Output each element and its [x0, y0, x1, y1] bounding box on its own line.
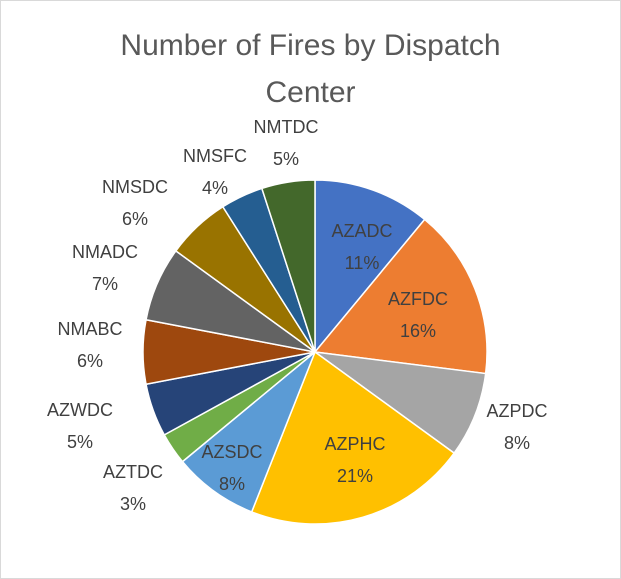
slice-label-name: NMABC — [57, 319, 122, 339]
slice-label-value: 3% — [120, 494, 146, 514]
slice-label-name: AZPHC — [324, 434, 385, 454]
slice-label-name: NMTDC — [254, 117, 319, 137]
pie-slice — [313, 218, 488, 375]
slice-label-name: AZWDC — [47, 400, 113, 420]
slice-label-name: NMADC — [72, 242, 138, 262]
slice-label-value: 21% — [337, 466, 373, 486]
slice-label-value: 5% — [67, 432, 93, 452]
slice-label-name: AZSDC — [201, 442, 262, 462]
slice-label-name: AZFDC — [388, 289, 448, 309]
slice-label-value: 4% — [202, 178, 228, 198]
slice-label-name: NMSDC — [102, 177, 168, 197]
chart-title: Number of Fires by Dispatch Center — [120, 29, 501, 109]
slice-label-value: 8% — [219, 474, 245, 494]
slice-label-value: 7% — [92, 274, 118, 294]
slice-label-value: 6% — [77, 351, 103, 371]
pie-slice — [250, 350, 456, 525]
slice-label-name: AZTDC — [103, 462, 163, 482]
slice-label-value: 8% — [504, 433, 530, 453]
slice-label-name: NMSFC — [183, 146, 247, 166]
slice-label-value: 16% — [400, 321, 436, 341]
slice-label-value: 11% — [345, 253, 380, 273]
slice-label-name: AZPDC — [486, 401, 547, 421]
slice-label-value: 5% — [273, 149, 299, 169]
pie-slice — [260, 179, 316, 353]
pie-slice — [314, 179, 426, 355]
slice-label-value: 6% — [122, 209, 148, 229]
slice-label-name: AZADC — [331, 221, 392, 241]
